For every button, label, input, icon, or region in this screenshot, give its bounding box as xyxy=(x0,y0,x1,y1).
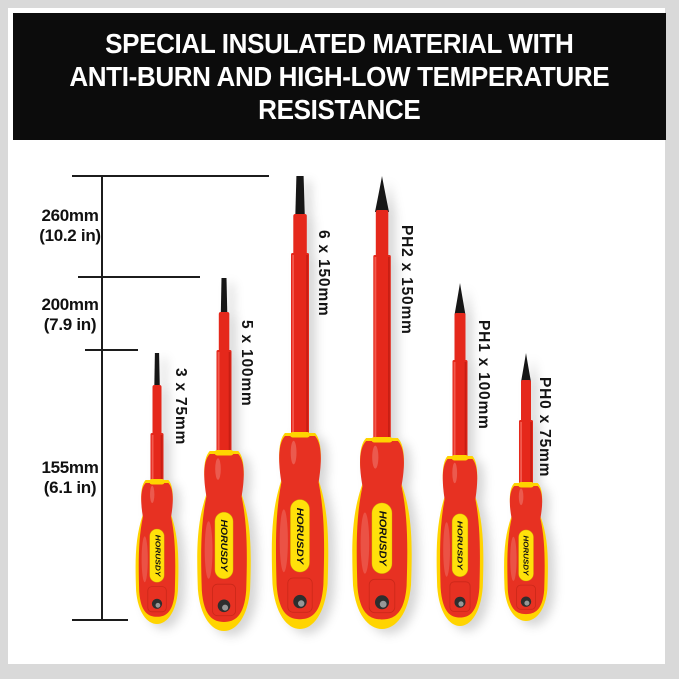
size-label-6x150mm: 6 x 150mm xyxy=(315,230,332,317)
brand-sticker-text: HORUSDY xyxy=(154,535,161,578)
screwdriver-ph1x100mm: HORUSDY xyxy=(436,283,484,626)
dimension-inches: (6.1 in) xyxy=(43,477,97,497)
collar-highlight xyxy=(290,440,297,465)
dimension-label-260mm: 260mm (10.2 in) xyxy=(28,206,112,245)
brand-sticker xyxy=(214,511,234,580)
dimension-mm: 200mm xyxy=(41,295,99,314)
hanging-hole-highlight xyxy=(222,604,229,611)
hanging-hole-highlight xyxy=(458,601,464,607)
shaft-shade xyxy=(228,352,231,459)
heading-line-2: ANTI-BURN AND HIGH-LOW TEMPERATURE xyxy=(69,61,610,92)
screwdriver-shaft xyxy=(216,350,232,461)
shaft-highlight xyxy=(292,255,294,441)
size-label-3x75mm: 3 x 75mm xyxy=(172,368,189,446)
dimension-inches: (10.2 in) xyxy=(39,225,101,245)
screwdriver-shaft xyxy=(150,433,164,490)
brand-sticker-text: HORUSDY xyxy=(456,521,465,571)
dimension-inches: (7.9 in) xyxy=(43,314,97,334)
screwdriver-tip-slotted xyxy=(154,353,160,387)
shaft-shade xyxy=(464,362,467,464)
handle-highlight xyxy=(360,512,370,574)
screwdriver-tip-phillips xyxy=(454,283,466,315)
dimension-label-200mm: 200mm (7.9 in) xyxy=(28,295,112,334)
shaft-shade xyxy=(388,257,390,446)
size-label-ph2x150mm: PH2 x 150mm xyxy=(398,225,415,335)
handle-collar-ring xyxy=(290,432,310,438)
collar-highlight xyxy=(452,462,458,484)
brand-sticker-text: HORUSDY xyxy=(522,536,531,577)
screwdriver-tip-slotted xyxy=(295,176,305,216)
size-label-ph1x100mm: PH1 x 100mm xyxy=(475,320,492,430)
collar-highlight xyxy=(215,458,221,480)
collar-highlight xyxy=(372,445,379,469)
brand-sticker-text: HORUSDY xyxy=(295,508,305,566)
brand-sticker xyxy=(451,513,469,577)
screwdriver-tip-slotted xyxy=(220,278,228,314)
dimension-mm: 260mm xyxy=(41,206,99,225)
screwdriver-shaft xyxy=(519,420,533,493)
screwdriver-shaft-sleeve xyxy=(218,312,230,352)
screwdriver-ph2x150mm: HORUSDY xyxy=(352,176,412,629)
screwdriver-shaft-sleeve xyxy=(521,380,531,422)
shaft-highlight xyxy=(151,435,154,488)
shaft-shade xyxy=(530,422,532,491)
screwdriver-shaft xyxy=(373,255,391,448)
shaft-highlight xyxy=(453,362,456,464)
screwdriver-tip-phillips xyxy=(375,176,389,212)
screwdriver-5x100mm: HORUSDY xyxy=(197,278,251,631)
hanging-hole-highlight xyxy=(155,602,161,608)
brand-sticker xyxy=(371,502,393,574)
brand-sticker-text: HORUSDY xyxy=(377,511,388,568)
banner-heading: SPECIAL INSULATED MATERIAL WITH ANTI-BUR… xyxy=(70,27,610,126)
shaft-shade xyxy=(306,255,308,441)
screwdriver-shaft xyxy=(291,253,309,443)
header-banner: SPECIAL INSULATED MATERIAL WITH ANTI-BUR… xyxy=(13,13,666,140)
handle-highlight xyxy=(204,521,213,579)
heading-line-1: SPECIAL INSULATED MATERIAL WITH xyxy=(105,28,574,59)
brand-sticker xyxy=(149,528,165,583)
screwdriver-tip-phillips xyxy=(521,353,531,382)
shaft-shade xyxy=(160,435,163,488)
screwdriver-6x150mm: HORUSDY xyxy=(271,176,329,629)
brand-sticker xyxy=(518,529,534,582)
handle-collar-ring xyxy=(451,455,469,461)
handle-highlight xyxy=(141,536,148,583)
shaft-highlight xyxy=(520,422,522,491)
screwdriver-shaft-sleeve xyxy=(152,385,162,435)
brand-sticker xyxy=(290,499,310,573)
dimension-mm: 155mm xyxy=(41,458,99,477)
screwdriver-shaft-sleeve xyxy=(454,313,466,362)
handle-collar-ring xyxy=(371,437,393,443)
handle-collar-ring xyxy=(518,482,534,488)
hanging-hole-highlight xyxy=(379,600,387,608)
brand-sticker-text: HORUSDY xyxy=(219,520,229,573)
handle-highlight xyxy=(510,536,517,582)
size-label-5x100mm: 5 x 100mm xyxy=(238,320,255,407)
collar-highlight xyxy=(150,485,155,503)
screwdriver-shaft xyxy=(452,360,468,466)
handle-collar-ring xyxy=(149,479,165,485)
handle-collar-ring xyxy=(214,450,234,456)
handle-highlight xyxy=(443,522,450,577)
size-label-ph0x75mm: PH0 x 75mm xyxy=(536,377,553,478)
heading-line-3: RESISTANCE xyxy=(258,94,421,125)
collar-highlight xyxy=(518,488,524,506)
hanging-hole-highlight xyxy=(524,600,530,606)
handle-highlight xyxy=(279,509,288,573)
screwdriver-ph0x75mm: HORUSDY xyxy=(504,353,548,621)
hanging-hole-highlight xyxy=(298,600,305,607)
shaft-highlight xyxy=(374,257,377,446)
screwdriver-shaft-sleeve xyxy=(293,214,307,255)
screwdriver-3x75mm: HORUSDY xyxy=(135,353,179,624)
dimension-label-155mm: 155mm (6.1 in) xyxy=(28,458,112,497)
shaft-highlight xyxy=(217,352,220,459)
screwdriver-shaft-sleeve xyxy=(375,210,389,257)
